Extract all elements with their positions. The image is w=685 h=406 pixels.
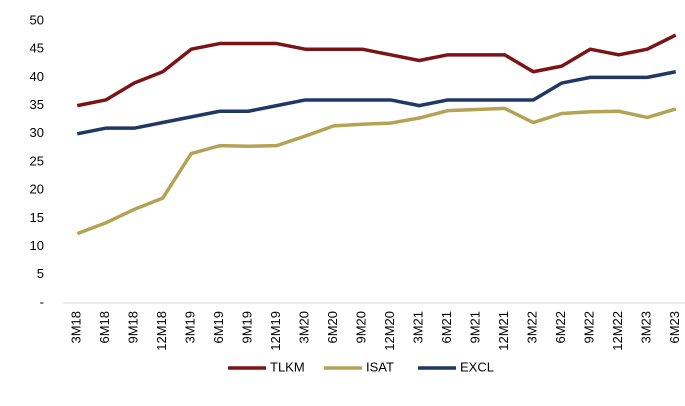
x-tick-label: 9M22 — [582, 311, 597, 344]
x-tick-label: 3M21 — [411, 311, 426, 344]
legend-label: EXCL — [460, 359, 494, 374]
x-tick-label: 6M18 — [97, 311, 112, 344]
x-tick-label: 9M21 — [468, 311, 483, 344]
x-tick-label: 3M20 — [297, 311, 312, 344]
x-tick-label: 12M21 — [496, 311, 511, 351]
legend-label: TLKM — [270, 359, 305, 374]
y-tick-label: 20 — [30, 182, 44, 197]
x-tick-label: 6M20 — [325, 311, 340, 344]
x-tick-label: 3M18 — [69, 311, 84, 344]
y-tick-label: 25 — [30, 153, 44, 168]
line — [76, 70, 677, 136]
x-tick-label: 3M22 — [525, 311, 540, 344]
y-tick-label: 10 — [30, 238, 44, 253]
line — [76, 33, 677, 108]
x-tick-label: 6M19 — [211, 311, 226, 344]
y-tick-label: 5 — [37, 266, 44, 281]
x-tick-label: 6M22 — [553, 311, 568, 344]
x-tick-label: 12M19 — [268, 311, 283, 351]
x-tick-label: 3M19 — [183, 311, 198, 344]
x-tick-label: 6M21 — [439, 311, 454, 344]
y-tick-label: 45 — [30, 41, 44, 56]
x-tick-label: 3M23 — [639, 311, 654, 344]
x-tick-label: 12M20 — [382, 311, 397, 351]
x-tick-label: 9M20 — [354, 311, 369, 344]
x-tick-label: 9M18 — [126, 311, 141, 344]
y-tick-label: 15 — [30, 210, 44, 225]
x-tick-label: 12M18 — [154, 311, 169, 351]
x-tick-label: 12M22 — [610, 311, 625, 351]
x-tick-label: 9M19 — [240, 311, 255, 344]
y-tick-label: 50 — [30, 12, 44, 27]
y-tick-label: 30 — [30, 125, 44, 140]
y-tick-label: - — [40, 294, 44, 309]
legend-label: ISAT — [366, 359, 394, 374]
line — [76, 106, 677, 236]
y-tick-label: 35 — [30, 97, 44, 112]
y-tick-label: 40 — [30, 69, 44, 84]
x-tick-label: 6M23 — [667, 311, 682, 344]
